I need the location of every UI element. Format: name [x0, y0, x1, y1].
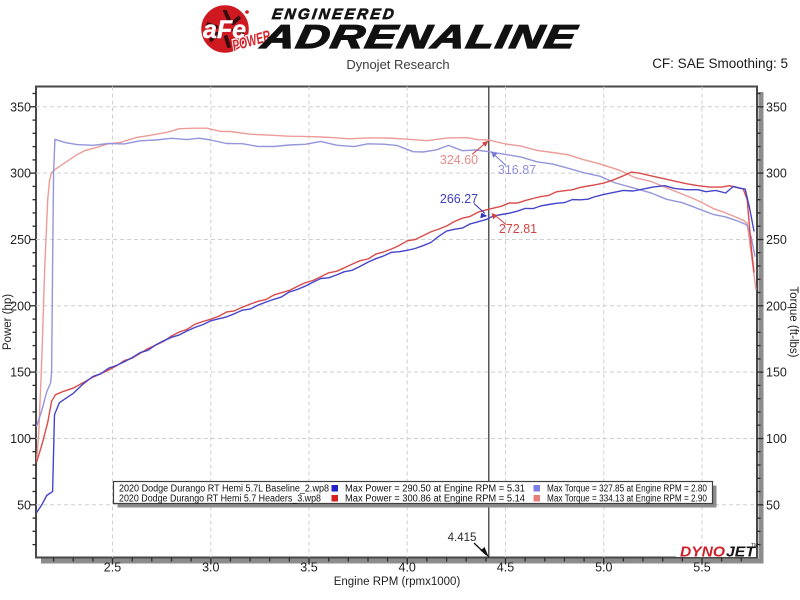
svg-text:100: 100 — [10, 432, 31, 446]
svg-text:150: 150 — [766, 366, 787, 380]
svg-text:4.415: 4.415 — [448, 532, 477, 544]
svg-text:300: 300 — [10, 167, 31, 181]
svg-text:350: 350 — [10, 100, 31, 114]
svg-text:50: 50 — [17, 498, 31, 512]
svg-text:TM: TM — [751, 543, 758, 549]
svg-text:Engine RPM (rpmx1000): Engine RPM (rpmx1000) — [334, 576, 461, 588]
svg-text:4.5: 4.5 — [497, 561, 514, 575]
svg-text:316.87: 316.87 — [498, 163, 536, 177]
svg-text:266.27: 266.27 — [440, 192, 478, 206]
svg-text:JET: JET — [726, 544, 757, 561]
svg-text:Max Power = 290.50 at Engine R: Max Power = 290.50 at Engine RPM = 5.31 — [345, 484, 525, 495]
svg-text:Max Torque = 334.13 at Engine: Max Torque = 334.13 at Engine RPM = 2.90 — [547, 494, 707, 505]
svg-text:250: 250 — [766, 233, 787, 247]
svg-text:50: 50 — [766, 498, 780, 512]
svg-text:3.5: 3.5 — [300, 561, 317, 575]
svg-text:2020 Dodge Durango RT Hemi 5.7: 2020 Dodge Durango RT Hemi 5.7L Baseline… — [119, 484, 329, 495]
svg-text:Power (hp): Power (hp) — [2, 294, 14, 350]
svg-text:150: 150 — [10, 366, 31, 380]
svg-text:Max Torque = 327.85 at Engine: Max Torque = 327.85 at Engine RPM = 2.80 — [547, 484, 707, 495]
svg-text:4.0: 4.0 — [399, 561, 416, 575]
svg-text:200: 200 — [766, 299, 787, 313]
svg-text:5.0: 5.0 — [595, 561, 612, 575]
svg-text:250: 250 — [10, 233, 31, 247]
svg-text:324.60: 324.60 — [440, 153, 478, 167]
svg-text:300: 300 — [766, 167, 787, 181]
svg-text:aFe: aFe — [203, 16, 246, 44]
svg-text:200: 200 — [10, 299, 31, 313]
svg-text:350: 350 — [766, 100, 787, 114]
svg-text:100: 100 — [766, 432, 787, 446]
svg-text:Max Power = 300.86 at Engine R: Max Power = 300.86 at Engine RPM = 5.14 — [345, 494, 525, 505]
svg-text:272.81: 272.81 — [499, 222, 537, 236]
svg-text:3.0: 3.0 — [202, 561, 219, 575]
svg-text:2020 Dodge Durango RT Hemi 5.7: 2020 Dodge Durango RT Hemi 5.7 Headers_3… — [119, 494, 321, 505]
svg-text:5.5: 5.5 — [693, 561, 710, 575]
svg-text:2.5: 2.5 — [104, 561, 121, 575]
svg-text:DYNO: DYNO — [680, 544, 725, 561]
svg-text:Torque (ft-lbs): Torque (ft-lbs) — [787, 287, 799, 358]
